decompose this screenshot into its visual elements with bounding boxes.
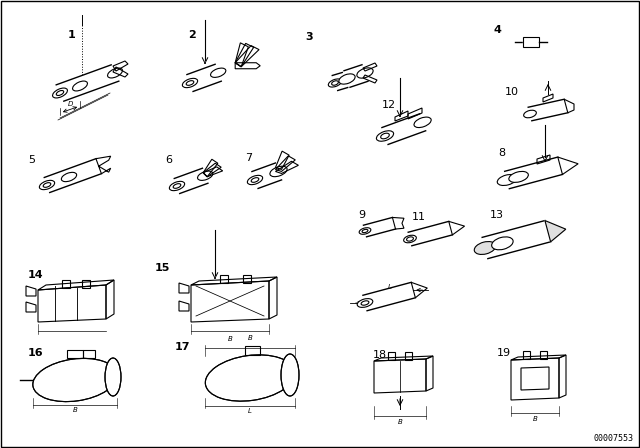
Ellipse shape bbox=[414, 117, 431, 128]
Text: 18: 18 bbox=[373, 350, 387, 360]
Ellipse shape bbox=[524, 110, 536, 118]
Text: 00007553: 00007553 bbox=[594, 434, 634, 443]
Text: 7: 7 bbox=[245, 153, 252, 163]
Ellipse shape bbox=[198, 171, 213, 181]
Ellipse shape bbox=[339, 74, 355, 84]
Text: L: L bbox=[248, 408, 252, 414]
Polygon shape bbox=[511, 358, 559, 400]
Text: 3: 3 bbox=[305, 32, 312, 42]
Ellipse shape bbox=[33, 358, 117, 401]
Polygon shape bbox=[545, 220, 566, 242]
Text: 4: 4 bbox=[493, 25, 501, 35]
Text: L: L bbox=[388, 284, 392, 290]
Ellipse shape bbox=[492, 237, 513, 250]
Polygon shape bbox=[374, 359, 426, 393]
Text: D: D bbox=[67, 100, 73, 107]
Text: 12: 12 bbox=[382, 100, 396, 110]
Text: B: B bbox=[532, 416, 538, 422]
Ellipse shape bbox=[211, 68, 226, 78]
Ellipse shape bbox=[108, 68, 122, 78]
Ellipse shape bbox=[247, 175, 262, 185]
Ellipse shape bbox=[52, 88, 67, 98]
Ellipse shape bbox=[497, 175, 516, 185]
Ellipse shape bbox=[39, 181, 54, 190]
Text: 17: 17 bbox=[175, 342, 191, 352]
Text: 6: 6 bbox=[165, 155, 172, 165]
Text: B: B bbox=[72, 407, 77, 413]
Text: 9: 9 bbox=[358, 210, 365, 220]
Text: 13: 13 bbox=[490, 210, 504, 220]
Text: 2: 2 bbox=[188, 30, 196, 40]
Text: 14: 14 bbox=[28, 270, 44, 280]
Polygon shape bbox=[191, 281, 269, 322]
Ellipse shape bbox=[170, 181, 185, 191]
Text: 19: 19 bbox=[497, 348, 511, 358]
Text: 11: 11 bbox=[412, 212, 426, 222]
Polygon shape bbox=[523, 37, 539, 47]
Ellipse shape bbox=[376, 131, 394, 141]
Text: 15: 15 bbox=[155, 263, 170, 273]
Ellipse shape bbox=[509, 172, 529, 182]
Ellipse shape bbox=[359, 228, 371, 234]
Ellipse shape bbox=[357, 299, 372, 307]
Text: 8: 8 bbox=[498, 148, 505, 158]
Text: 1: 1 bbox=[68, 30, 76, 40]
Ellipse shape bbox=[404, 235, 417, 243]
Ellipse shape bbox=[270, 166, 287, 177]
Polygon shape bbox=[38, 285, 106, 322]
Ellipse shape bbox=[205, 355, 294, 401]
Text: 10: 10 bbox=[505, 87, 519, 97]
Ellipse shape bbox=[105, 358, 121, 396]
Text: B: B bbox=[248, 335, 252, 341]
Text: B: B bbox=[228, 336, 232, 342]
Text: 5: 5 bbox=[28, 155, 35, 165]
Ellipse shape bbox=[357, 68, 373, 78]
Ellipse shape bbox=[182, 78, 198, 88]
Ellipse shape bbox=[474, 241, 496, 254]
Text: 16: 16 bbox=[28, 348, 44, 358]
Ellipse shape bbox=[328, 79, 342, 87]
Text: B: B bbox=[397, 419, 403, 425]
Ellipse shape bbox=[281, 354, 299, 396]
Ellipse shape bbox=[61, 172, 77, 181]
